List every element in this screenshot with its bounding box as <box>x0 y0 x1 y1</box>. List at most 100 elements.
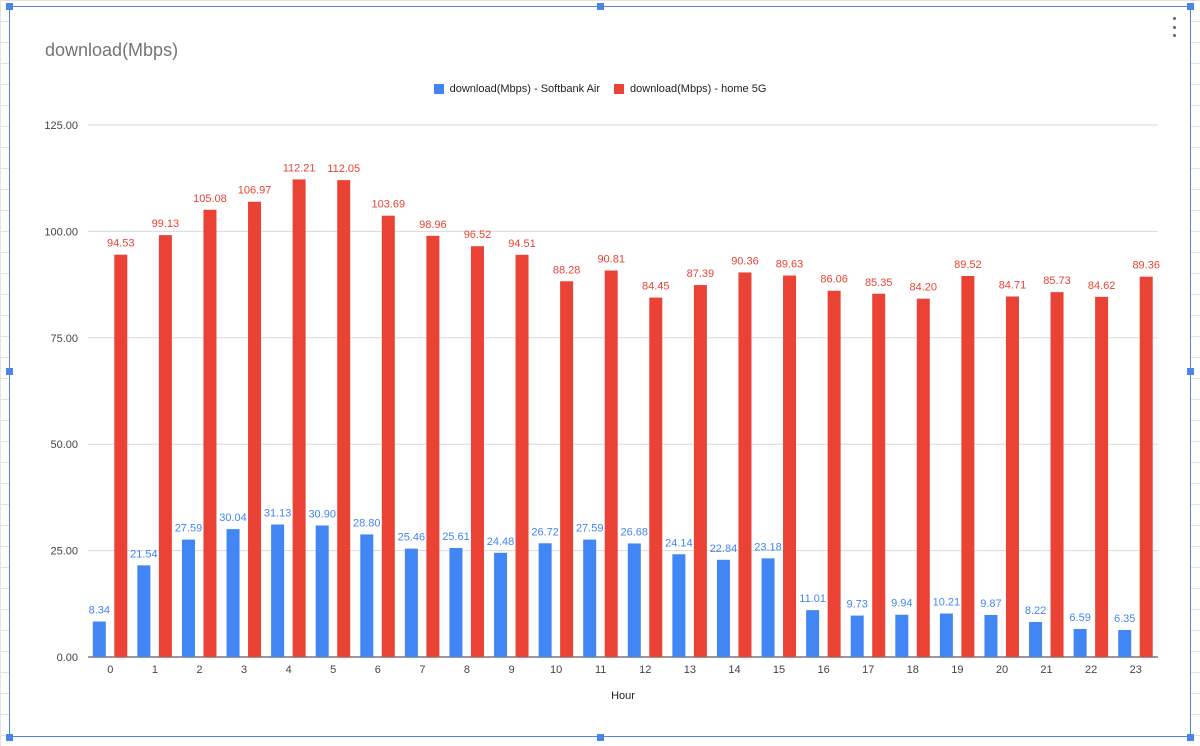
legend-item-home5g[interactable]: download(Mbps) - home 5G <box>614 83 766 95</box>
y-tick-label: 25.00 <box>50 546 78 558</box>
resize-handle-left[interactable] <box>6 368 13 375</box>
x-tick-label: 20 <box>996 664 1008 676</box>
y-tick-label: 50.00 <box>50 439 78 451</box>
data-label-softbank-air: 8.34 <box>89 605 110 617</box>
data-label-softbank-air: 9.87 <box>980 598 1001 610</box>
data-label-home-5g: 89.52 <box>954 259 982 271</box>
legend-label-home5g: download(Mbps) - home 5G <box>630 83 767 95</box>
menu-dot <box>1172 17 1176 20</box>
data-label-softbank-air: 21.54 <box>130 548 158 560</box>
menu-dot <box>1172 34 1176 37</box>
bar-softbank-air <box>806 610 820 657</box>
bar-home-5g <box>248 201 262 657</box>
data-label-softbank-air: 22.84 <box>710 543 738 555</box>
x-tick-label: 23 <box>1130 664 1142 676</box>
x-tick-label: 16 <box>818 664 830 676</box>
legend-swatch-softbank <box>433 84 444 94</box>
bar-home-5g <box>738 272 752 657</box>
bar-home-5g <box>693 285 707 657</box>
bar-softbank-air <box>360 534 374 657</box>
data-label-home-5g: 105.08 <box>193 193 227 205</box>
bar-home-5g <box>381 215 395 657</box>
y-tick-label: 75.00 <box>50 333 78 345</box>
resize-handle-top[interactable] <box>597 3 604 10</box>
bar-softbank-air <box>538 543 552 657</box>
data-label-softbank-air: 23.18 <box>754 541 782 553</box>
data-label-softbank-air: 30.04 <box>219 512 247 524</box>
bar-softbank-air <box>761 558 775 657</box>
data-label-home-5g: 84.20 <box>910 282 938 294</box>
chart-title: download(Mbps) <box>45 40 179 60</box>
resize-handle-top-right[interactable] <box>1187 3 1194 10</box>
x-tick-label: 0 <box>107 664 113 676</box>
data-label-home-5g: 106.97 <box>238 185 272 197</box>
bar-home-5g <box>470 246 484 657</box>
data-label-softbank-air: 27.59 <box>576 523 604 535</box>
bar-home-5g <box>515 254 529 657</box>
x-tick-label: 10 <box>550 664 562 676</box>
x-tick-label: 17 <box>862 664 874 676</box>
x-tick-label: 21 <box>1040 664 1052 676</box>
data-label-softbank-air: 10.21 <box>933 597 961 609</box>
data-label-softbank-air: 8.22 <box>1025 605 1046 617</box>
chart-menu-icon[interactable] <box>1168 17 1180 37</box>
data-label-home-5g: 88.28 <box>553 264 581 276</box>
bar-home-5g <box>827 290 841 657</box>
data-label-home-5g: 84.62 <box>1088 280 1116 292</box>
data-label-softbank-air: 6.59 <box>1069 612 1090 624</box>
bar-home-5g <box>961 276 975 657</box>
chart-legend: download(Mbps) - Softbank Air download(M… <box>10 83 1190 95</box>
bar-home-5g <box>916 298 930 657</box>
data-label-softbank-air: 24.14 <box>665 537 693 549</box>
resize-handle-bottom[interactable] <box>597 734 604 741</box>
data-label-home-5g: 85.35 <box>865 277 893 289</box>
x-tick-label: 1 <box>152 664 158 676</box>
data-label-softbank-air: 30.90 <box>308 508 336 520</box>
bar-home-5g <box>426 235 440 657</box>
bar-home-5g <box>1139 276 1153 657</box>
y-tick-label: 125.00 <box>44 120 78 132</box>
x-tick-label: 8 <box>464 664 470 676</box>
bar-softbank-air <box>1029 622 1043 657</box>
data-label-softbank-air: 28.80 <box>353 517 381 529</box>
bar-home-5g <box>337 180 351 657</box>
data-label-home-5g: 94.53 <box>107 238 135 250</box>
data-label-softbank-air: 24.48 <box>487 536 515 548</box>
bar-softbank-air <box>716 559 730 657</box>
bar-softbank-air <box>137 565 151 657</box>
data-label-softbank-air: 6.35 <box>1114 613 1135 625</box>
resize-handle-bottom-left[interactable] <box>6 734 13 741</box>
bar-home-5g <box>649 297 663 657</box>
bar-softbank-air <box>1073 628 1087 657</box>
resize-handle-right[interactable] <box>1187 368 1194 375</box>
bar-softbank-air <box>449 548 463 657</box>
bar-softbank-air <box>92 621 106 657</box>
x-tick-label: 2 <box>196 664 202 676</box>
x-tick-label: 7 <box>419 664 425 676</box>
x-tick-label: 9 <box>508 664 514 676</box>
bar-home-5g <box>1005 296 1019 657</box>
data-label-softbank-air: 31.13 <box>264 508 292 520</box>
x-axis-title: Hour <box>611 690 635 702</box>
data-label-home-5g: 86.06 <box>820 274 848 286</box>
x-tick-label: 11 <box>595 664 606 676</box>
bar-home-5g <box>292 179 306 657</box>
bar-home-5g <box>114 254 128 658</box>
resize-handle-top-left[interactable] <box>6 3 13 10</box>
data-label-softbank-air: 26.68 <box>621 526 649 538</box>
legend-item-softbank[interactable]: download(Mbps) - Softbank Air <box>433 83 600 95</box>
data-label-softbank-air: 26.72 <box>531 526 559 538</box>
data-label-home-5g: 112.05 <box>327 163 360 175</box>
resize-handle-bottom-right[interactable] <box>1187 734 1194 741</box>
bar-home-5g <box>560 281 574 657</box>
data-label-home-5g: 87.39 <box>687 268 715 280</box>
data-label-home-5g: 90.81 <box>597 254 625 266</box>
bar-home-5g <box>1050 292 1064 657</box>
data-label-home-5g: 99.13 <box>152 218 180 230</box>
data-label-home-5g: 96.52 <box>464 229 492 241</box>
bar-home-5g <box>604 270 618 657</box>
bar-home-5g <box>783 275 797 657</box>
x-tick-label: 14 <box>728 664 740 676</box>
data-label-softbank-air: 11.01 <box>799 593 826 605</box>
bar-softbank-air <box>315 525 329 657</box>
